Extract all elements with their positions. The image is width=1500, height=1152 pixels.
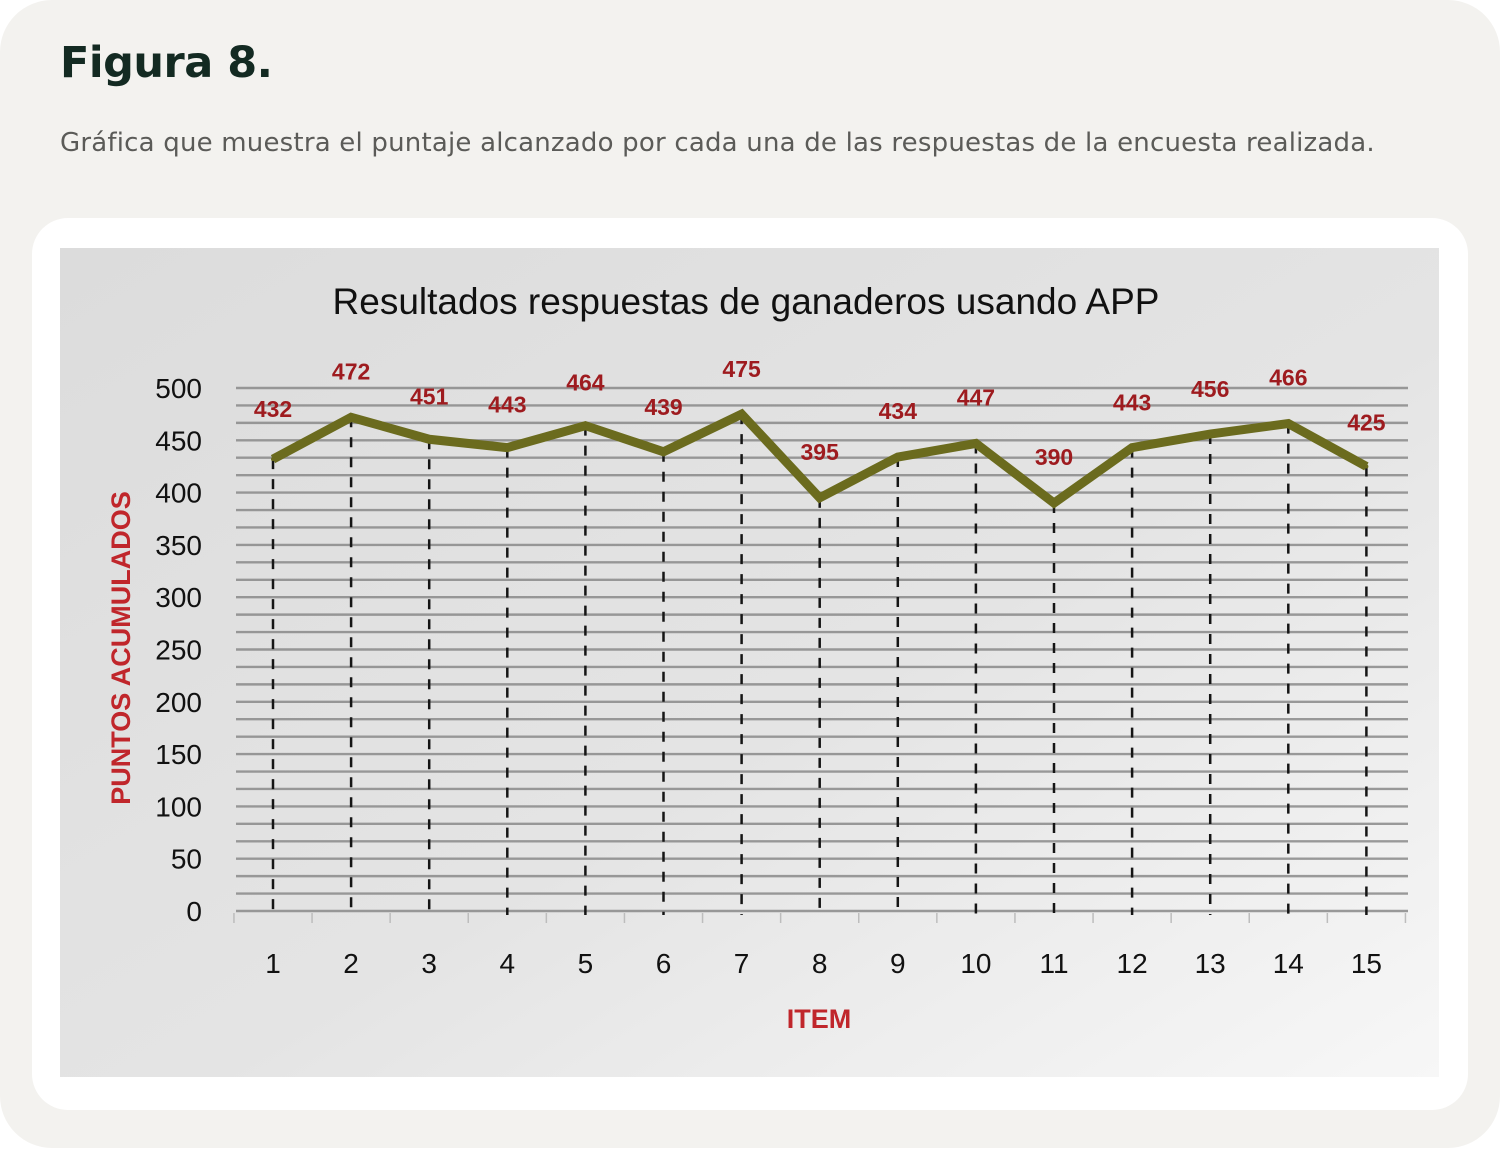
x-tick-label: 14 (1273, 948, 1304, 979)
x-tick-label: 4 (500, 948, 516, 979)
data-label: 443 (1113, 390, 1151, 416)
data-label: 466 (1269, 365, 1307, 391)
data-point (349, 415, 354, 420)
y-tick-label: 300 (155, 582, 202, 613)
x-tick-label: 9 (890, 948, 906, 979)
figure-title: Figura 8. (60, 38, 273, 88)
y-tick-label: 250 (155, 635, 202, 666)
figure-caption: Gráfica que muestra el puntaje alcanzado… (60, 128, 1375, 158)
x-tick-label: 10 (960, 948, 991, 979)
data-point (817, 495, 822, 500)
data-point (1364, 464, 1369, 469)
data-label: 425 (1347, 409, 1386, 435)
data-point (583, 423, 588, 428)
x-tick-label: 7 (734, 948, 750, 979)
x-tick-label: 11 (1039, 948, 1068, 979)
data-label: 475 (722, 356, 761, 382)
y-axis-title: PUNTOS ACUMULADOS (106, 491, 136, 805)
data-point (973, 441, 978, 446)
x-tick-label: 1 (265, 948, 281, 979)
data-label: 439 (644, 394, 682, 420)
data-point (1286, 421, 1291, 426)
data-labels: 432 472 451 443 464 439 475 395 434 447 390 443 456 4… (254, 356, 1386, 470)
y-tick-label: 100 (155, 791, 202, 822)
x-tick-label: 5 (578, 948, 594, 979)
data-label: 395 (801, 439, 840, 465)
x-tick-label: 13 (1195, 948, 1226, 979)
data-point (1052, 501, 1056, 506)
x-axis-title: ITEM (787, 1004, 852, 1034)
y-axis-ticks: 0 50 100 150 200 250 300 350 400 450 500 (155, 373, 202, 927)
y-tick-label: 200 (155, 687, 202, 718)
x-tick-label: 8 (812, 948, 828, 979)
line-chart: Resultados respuestas de ganaderos usand… (60, 248, 1439, 1077)
data-point (661, 449, 666, 454)
drop-lines (271, 414, 1368, 915)
y-tick-label: 150 (155, 739, 202, 770)
y-tick-label: 350 (155, 530, 202, 561)
data-point (427, 437, 432, 442)
y-tick-label: 0 (186, 896, 202, 927)
data-point (505, 445, 510, 450)
y-tick-label: 50 (171, 844, 202, 875)
data-label: 447 (957, 384, 995, 410)
data-point (1130, 445, 1135, 450)
data-label: 472 (332, 358, 370, 384)
data-label: 443 (488, 392, 526, 418)
x-tick-label: 12 (1117, 948, 1148, 979)
data-point (895, 455, 900, 460)
data-label: 434 (879, 398, 918, 424)
chart-title: Resultados respuestas de ganaderos usand… (333, 281, 1160, 322)
x-axis-ticks: 1 2 3 4 5 6 7 8 9 10 11 12 13 14 15 (265, 948, 1382, 979)
data-label: 451 (410, 383, 449, 409)
data-label: 456 (1191, 376, 1229, 402)
gridlines (233, 386, 1408, 923)
x-tick-label: 3 (421, 948, 437, 979)
x-tick-label: 15 (1351, 948, 1382, 979)
x-tick-label: 6 (656, 948, 672, 979)
data-point (739, 412, 744, 417)
y-tick-label: 400 (155, 478, 202, 509)
data-series (270, 408, 1369, 509)
y-tick-label: 500 (155, 373, 202, 404)
data-label: 432 (254, 396, 292, 422)
data-point (271, 457, 275, 462)
data-label: 464 (566, 370, 605, 396)
data-point (1208, 432, 1213, 437)
data-label: 390 (1035, 444, 1073, 470)
x-tick-label: 2 (343, 948, 359, 979)
y-tick-label: 450 (155, 425, 202, 456)
